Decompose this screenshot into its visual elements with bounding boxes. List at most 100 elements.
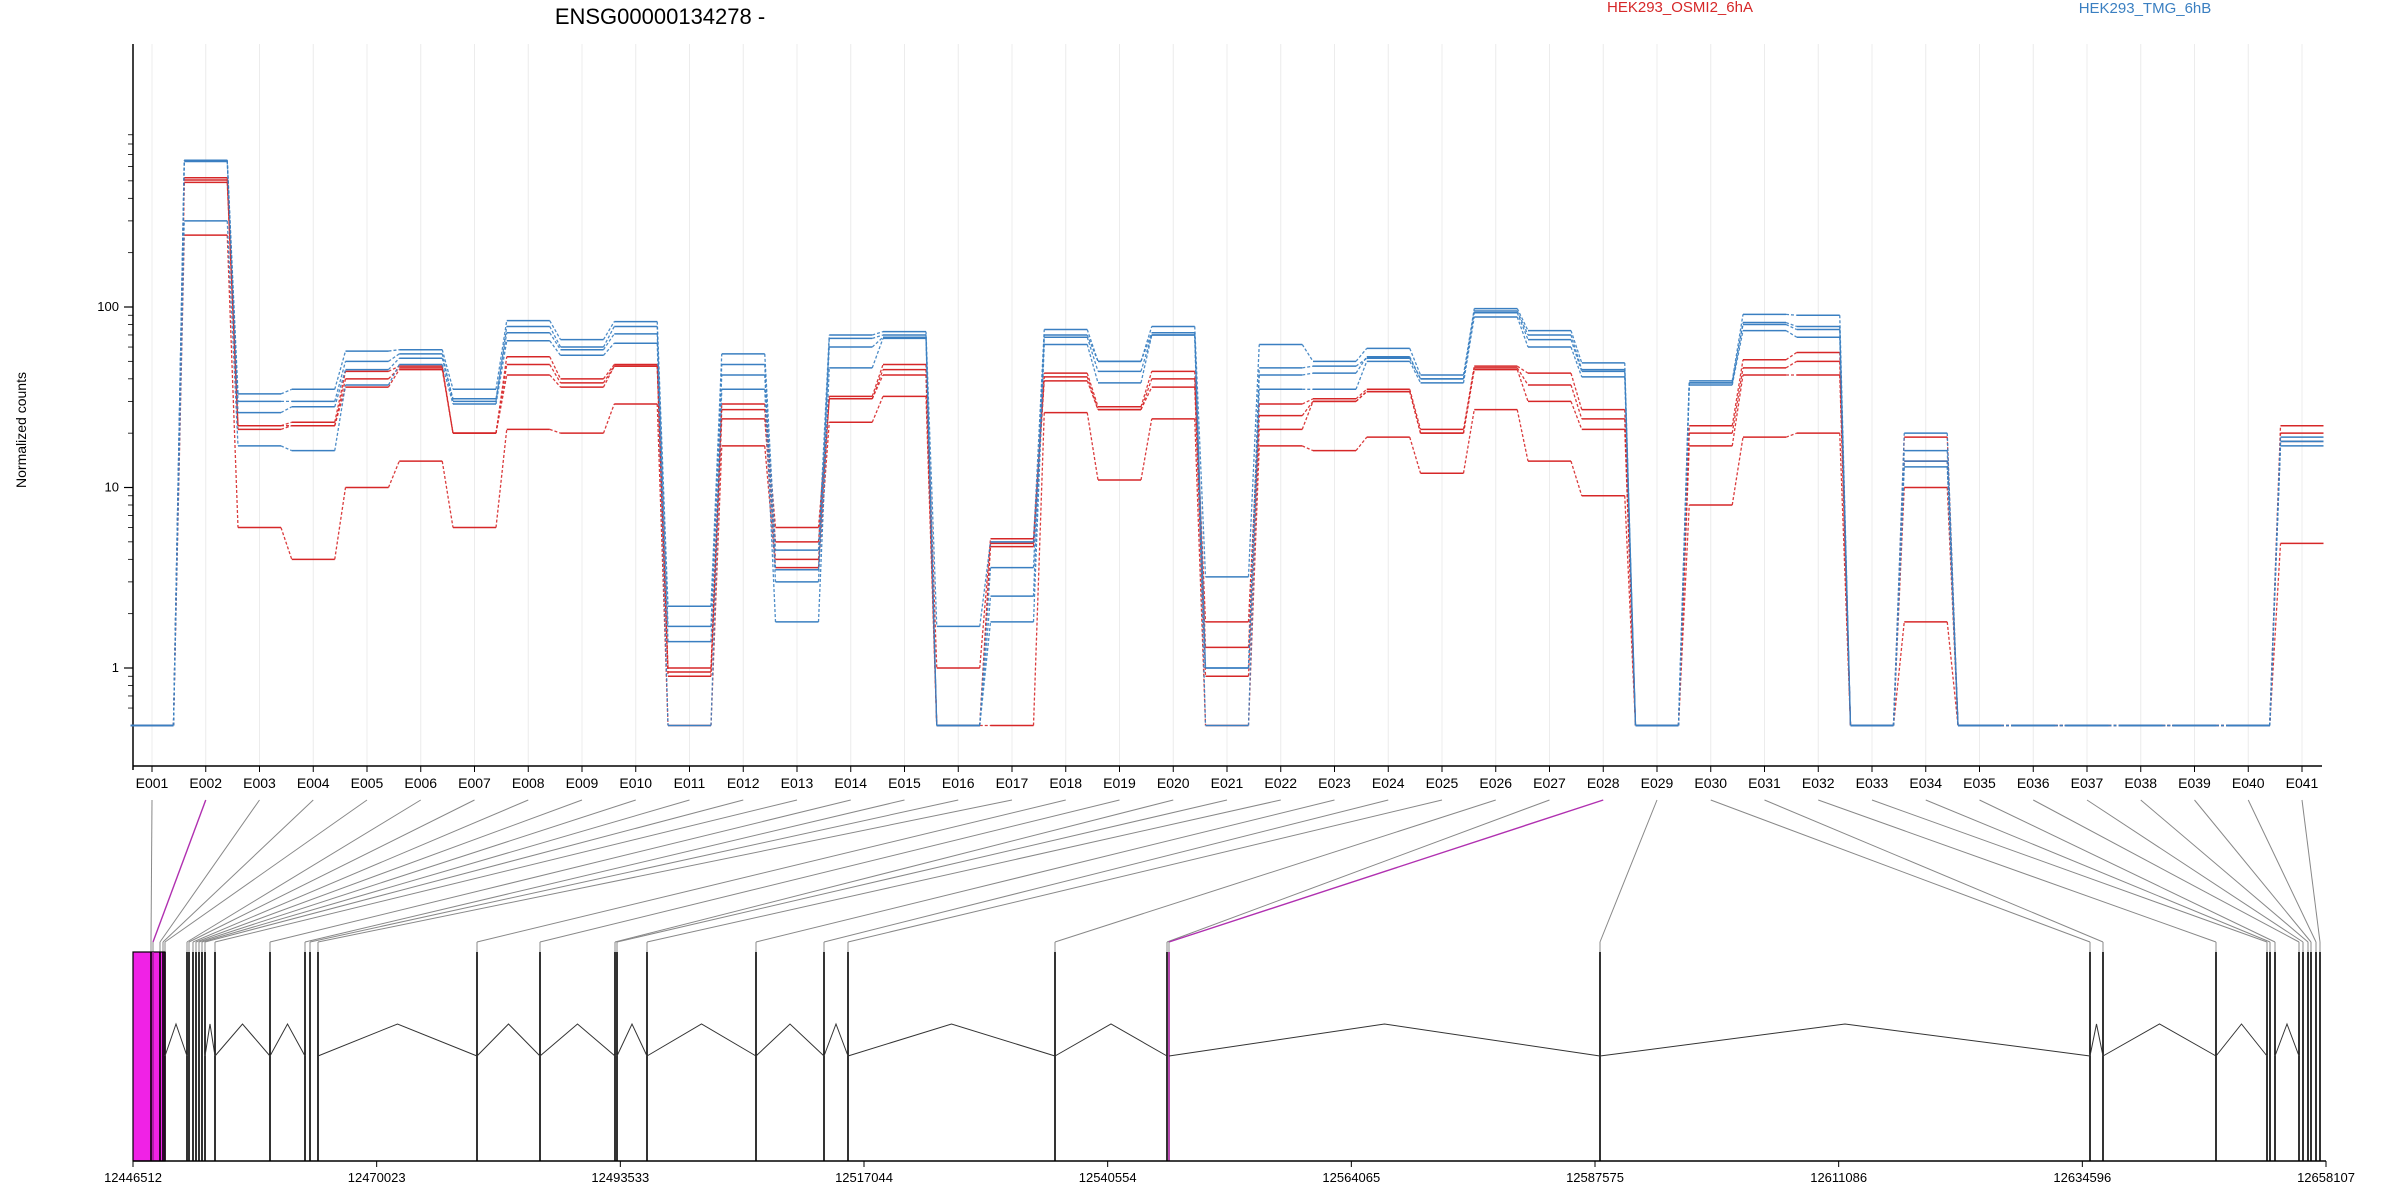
series-connector [1140, 334, 1153, 372]
bin-connector [214, 799, 798, 943]
series-connector [1140, 386, 1153, 410]
x-tick-label: E008 [512, 775, 545, 791]
series-connector [388, 365, 400, 372]
series-connector [1032, 412, 1045, 726]
bin-connector [309, 799, 959, 943]
series-connector [387, 460, 400, 488]
x-tick-label: E005 [351, 775, 384, 791]
x-tick-label: E039 [2178, 775, 2211, 791]
bin-connector [150, 799, 153, 943]
x-tick-label: E009 [566, 775, 599, 791]
x-tick-label: E001 [136, 775, 169, 791]
intron-line [847, 1023, 1056, 1057]
series-connector [979, 567, 992, 726]
series-connector [1677, 433, 1690, 726]
series-connector [872, 334, 884, 340]
bin-connector [152, 799, 207, 943]
series-connector [1032, 344, 1045, 622]
series-connector [1355, 356, 1368, 374]
series-connector [1946, 433, 1959, 726]
intron-line [1599, 1023, 2091, 1057]
series-connector [925, 338, 938, 726]
series-connector [1516, 409, 1529, 462]
series-connector [334, 487, 347, 560]
vertical-gridlines [151, 44, 2303, 766]
series-connector [441, 364, 454, 405]
gene-model [132, 951, 2321, 1162]
intron-line [269, 1022, 306, 1057]
bin-connector [2301, 799, 2321, 943]
y-axis-label: Normalized counts [13, 372, 29, 488]
genomic-axis: 12446512 12470023 12493533 12517044 12540554… [104, 1160, 2355, 1185]
intron-line [1054, 1023, 1168, 1057]
series-connector [280, 388, 293, 395]
series-connector [441, 358, 454, 399]
series-connector [495, 320, 508, 390]
bin-connector [2247, 799, 2317, 943]
series-connector [602, 365, 615, 388]
series-connector [172, 161, 185, 726]
series-connector [871, 336, 884, 348]
series-connector [495, 429, 508, 528]
series-connector [1355, 347, 1368, 362]
series-connector [871, 369, 884, 400]
series-connector [1409, 361, 1422, 384]
series-8 [130, 160, 2324, 727]
legend-entry-osmi2: HEK293_OSMI2_6hA [1607, 0, 1753, 16]
series-connector [1086, 412, 1099, 481]
y-tick-label: 10 [105, 480, 119, 495]
series-connector [1140, 334, 1153, 383]
y-tick-label: 100 [97, 299, 119, 314]
series-connector [602, 321, 615, 340]
x-tick-label: E034 [1909, 775, 1942, 791]
series-connector [549, 428, 561, 434]
series-connector [602, 333, 615, 351]
series-connector [603, 342, 615, 356]
intron-line [2274, 1022, 2300, 1057]
x-tick-label: E016 [942, 775, 975, 791]
bin-connector [195, 799, 583, 943]
x-tick-label: E006 [404, 775, 437, 791]
series-connector [334, 369, 347, 407]
x-tick-label: E038 [2124, 775, 2157, 791]
bin-connector [269, 799, 851, 943]
x-tick-label: E010 [619, 775, 652, 791]
series-connector [1086, 329, 1099, 362]
series-connector [710, 409, 723, 673]
series-connector [1194, 334, 1207, 669]
series-connector [1355, 391, 1368, 402]
series-connector [1570, 339, 1583, 372]
series-connector [1409, 389, 1422, 430]
series-connector [1301, 398, 1314, 405]
intron-line [2102, 1023, 2217, 1057]
series-connector [1839, 433, 1852, 726]
series-connector [656, 333, 669, 642]
series-connector [1946, 450, 1959, 726]
series-connector [280, 445, 293, 452]
series-connector [226, 182, 239, 430]
x-tick-label: E033 [1856, 775, 1889, 791]
bin-connector [317, 799, 1013, 943]
series-connector [871, 338, 884, 369]
series-connector [1032, 337, 1045, 568]
series-connector [602, 403, 615, 434]
series-connector [1194, 326, 1207, 577]
x-tick-label: E024 [1372, 775, 1405, 791]
series-connector [710, 418, 723, 677]
x-tick-label: E018 [1049, 775, 1082, 791]
bin-connector [2194, 799, 2312, 943]
genomic-tick-label: 12634596 [2053, 1170, 2111, 1185]
series-connector [441, 349, 454, 390]
bin-connector [539, 799, 1120, 943]
series-connector [1731, 330, 1744, 386]
bin-connector [204, 799, 744, 943]
series-connector [1086, 372, 1099, 407]
series-connector [1140, 418, 1153, 481]
legend-entry-tmg: HEK293_TMG_6hB [2079, 0, 2212, 17]
bin-connector [1710, 799, 2091, 943]
intron-line [755, 1023, 825, 1057]
series-connector [979, 541, 992, 627]
genomic-tick-label: 12493533 [591, 1170, 649, 1185]
series-connector [871, 374, 884, 400]
